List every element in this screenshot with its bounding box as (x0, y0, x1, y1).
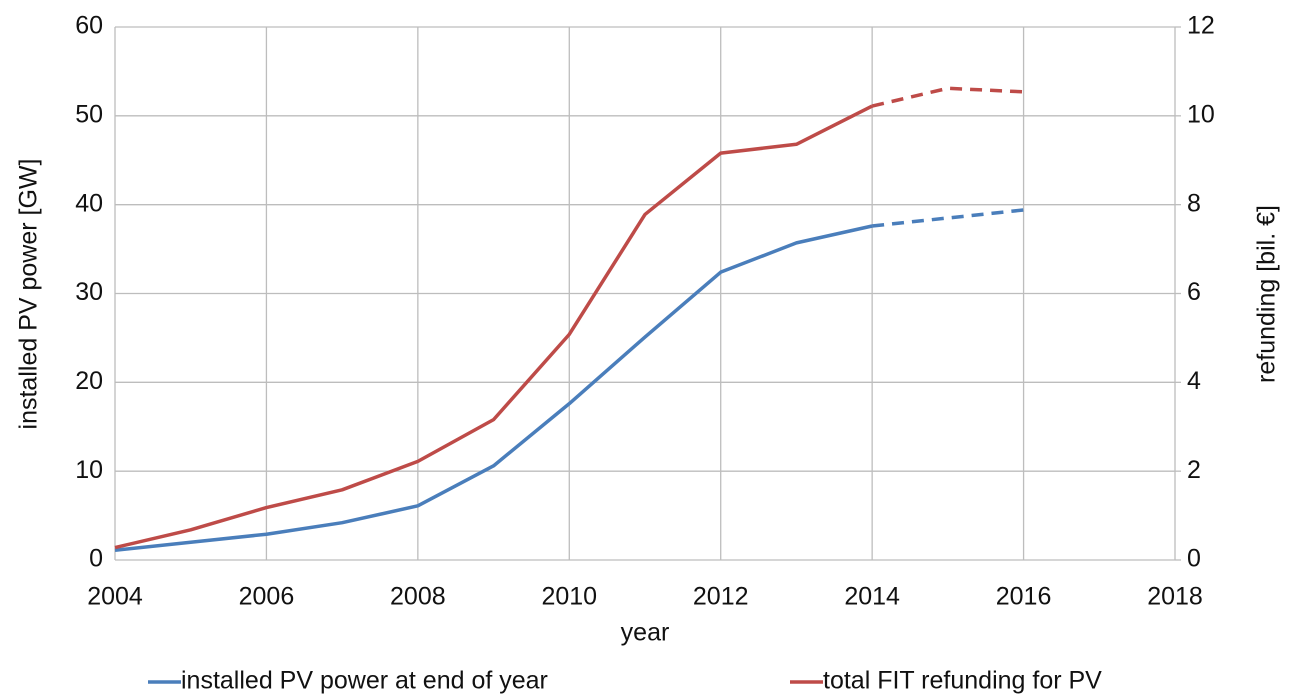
y-tick-label: 30 (75, 278, 103, 306)
y-tick-label: 50 (75, 100, 103, 128)
y-axis-title: installed PV power [GW] (15, 159, 43, 430)
y2-tick-label: 12 (1187, 12, 1215, 40)
series-line (871, 208, 1024, 228)
x-axis-title: year (621, 619, 670, 647)
y2-tick-label: 4 (1187, 367, 1201, 395)
y2-tick-label: 0 (1187, 545, 1201, 573)
legend-label: installed PV power at end of year (181, 667, 548, 695)
y2-tick-label: 8 (1187, 189, 1201, 217)
x-tick-label: 2018 (1147, 583, 1203, 611)
series-line (114, 224, 873, 552)
y2-tick-label: 6 (1187, 278, 1201, 306)
x-tick-label: 2004 (87, 583, 143, 611)
x-tick-label: 2006 (239, 583, 295, 611)
y2-tick-label: 2 (1187, 456, 1201, 484)
series-line (114, 104, 873, 550)
y-tick-label: 0 (89, 545, 103, 573)
legend-label: total FIT refunding for PV (823, 667, 1102, 695)
y2-tick-label: 10 (1187, 100, 1215, 128)
y-tick-label: 20 (75, 367, 103, 395)
x-tick-label: 2010 (541, 583, 597, 611)
x-tick-label: 2016 (996, 583, 1052, 611)
y-tick-label: 40 (75, 189, 103, 217)
x-tick-label: 2012 (693, 583, 749, 611)
x-tick-label: 2008 (390, 583, 446, 611)
y2-axis-title: refunding [bil. €] (1253, 205, 1281, 383)
y-tick-label: 60 (75, 12, 103, 40)
y-tick-label: 10 (75, 456, 103, 484)
x-tick-label: 2014 (844, 583, 900, 611)
series-line (871, 86, 1024, 108)
